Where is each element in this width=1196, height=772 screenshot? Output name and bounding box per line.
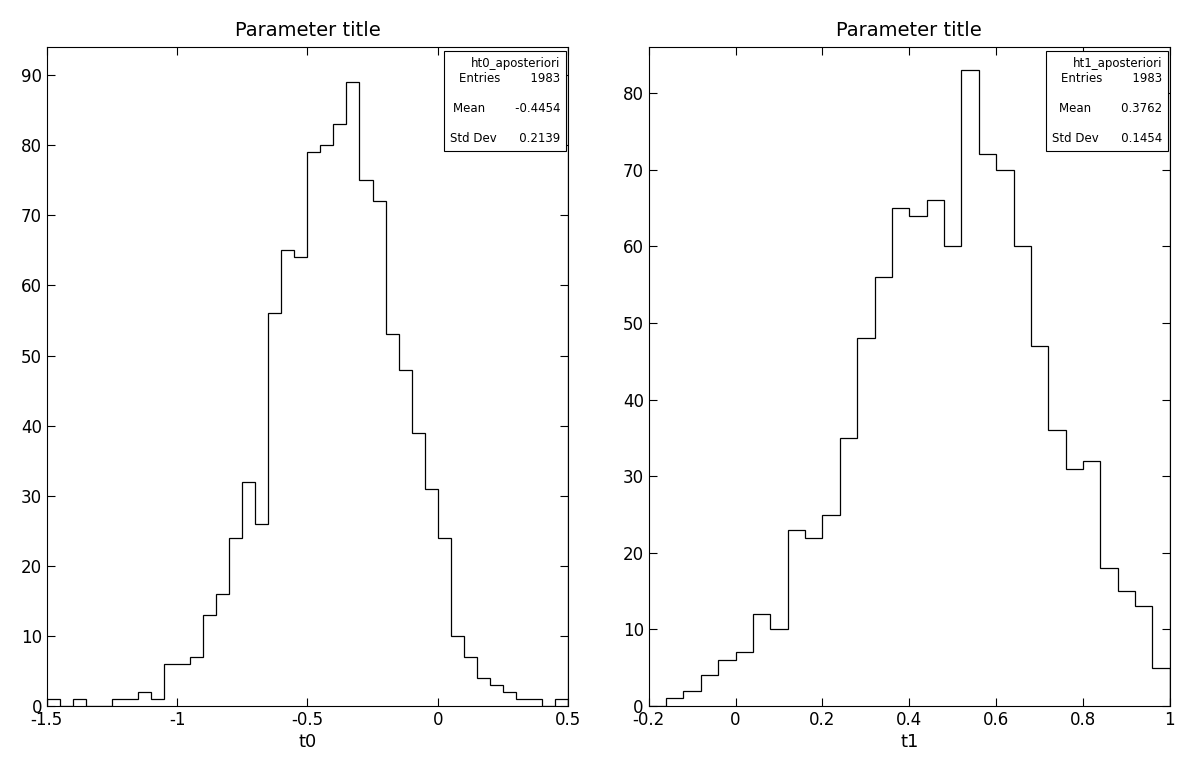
Title: Parameter title: Parameter title — [234, 21, 380, 40]
Text: ht1_aposteriori
Entries        1983

Mean        0.3762

Std Dev      0.1454: ht1_aposteriori Entries 1983 Mean 0.3762… — [1051, 57, 1163, 145]
Title: Parameter title: Parameter title — [836, 21, 982, 40]
Text: ht0_aposteriori
Entries        1983

Mean        -0.4454

Std Dev      0.2139: ht0_aposteriori Entries 1983 Mean -0.445… — [450, 57, 560, 145]
X-axis label: t0: t0 — [298, 733, 317, 751]
X-axis label: t1: t1 — [901, 733, 919, 751]
